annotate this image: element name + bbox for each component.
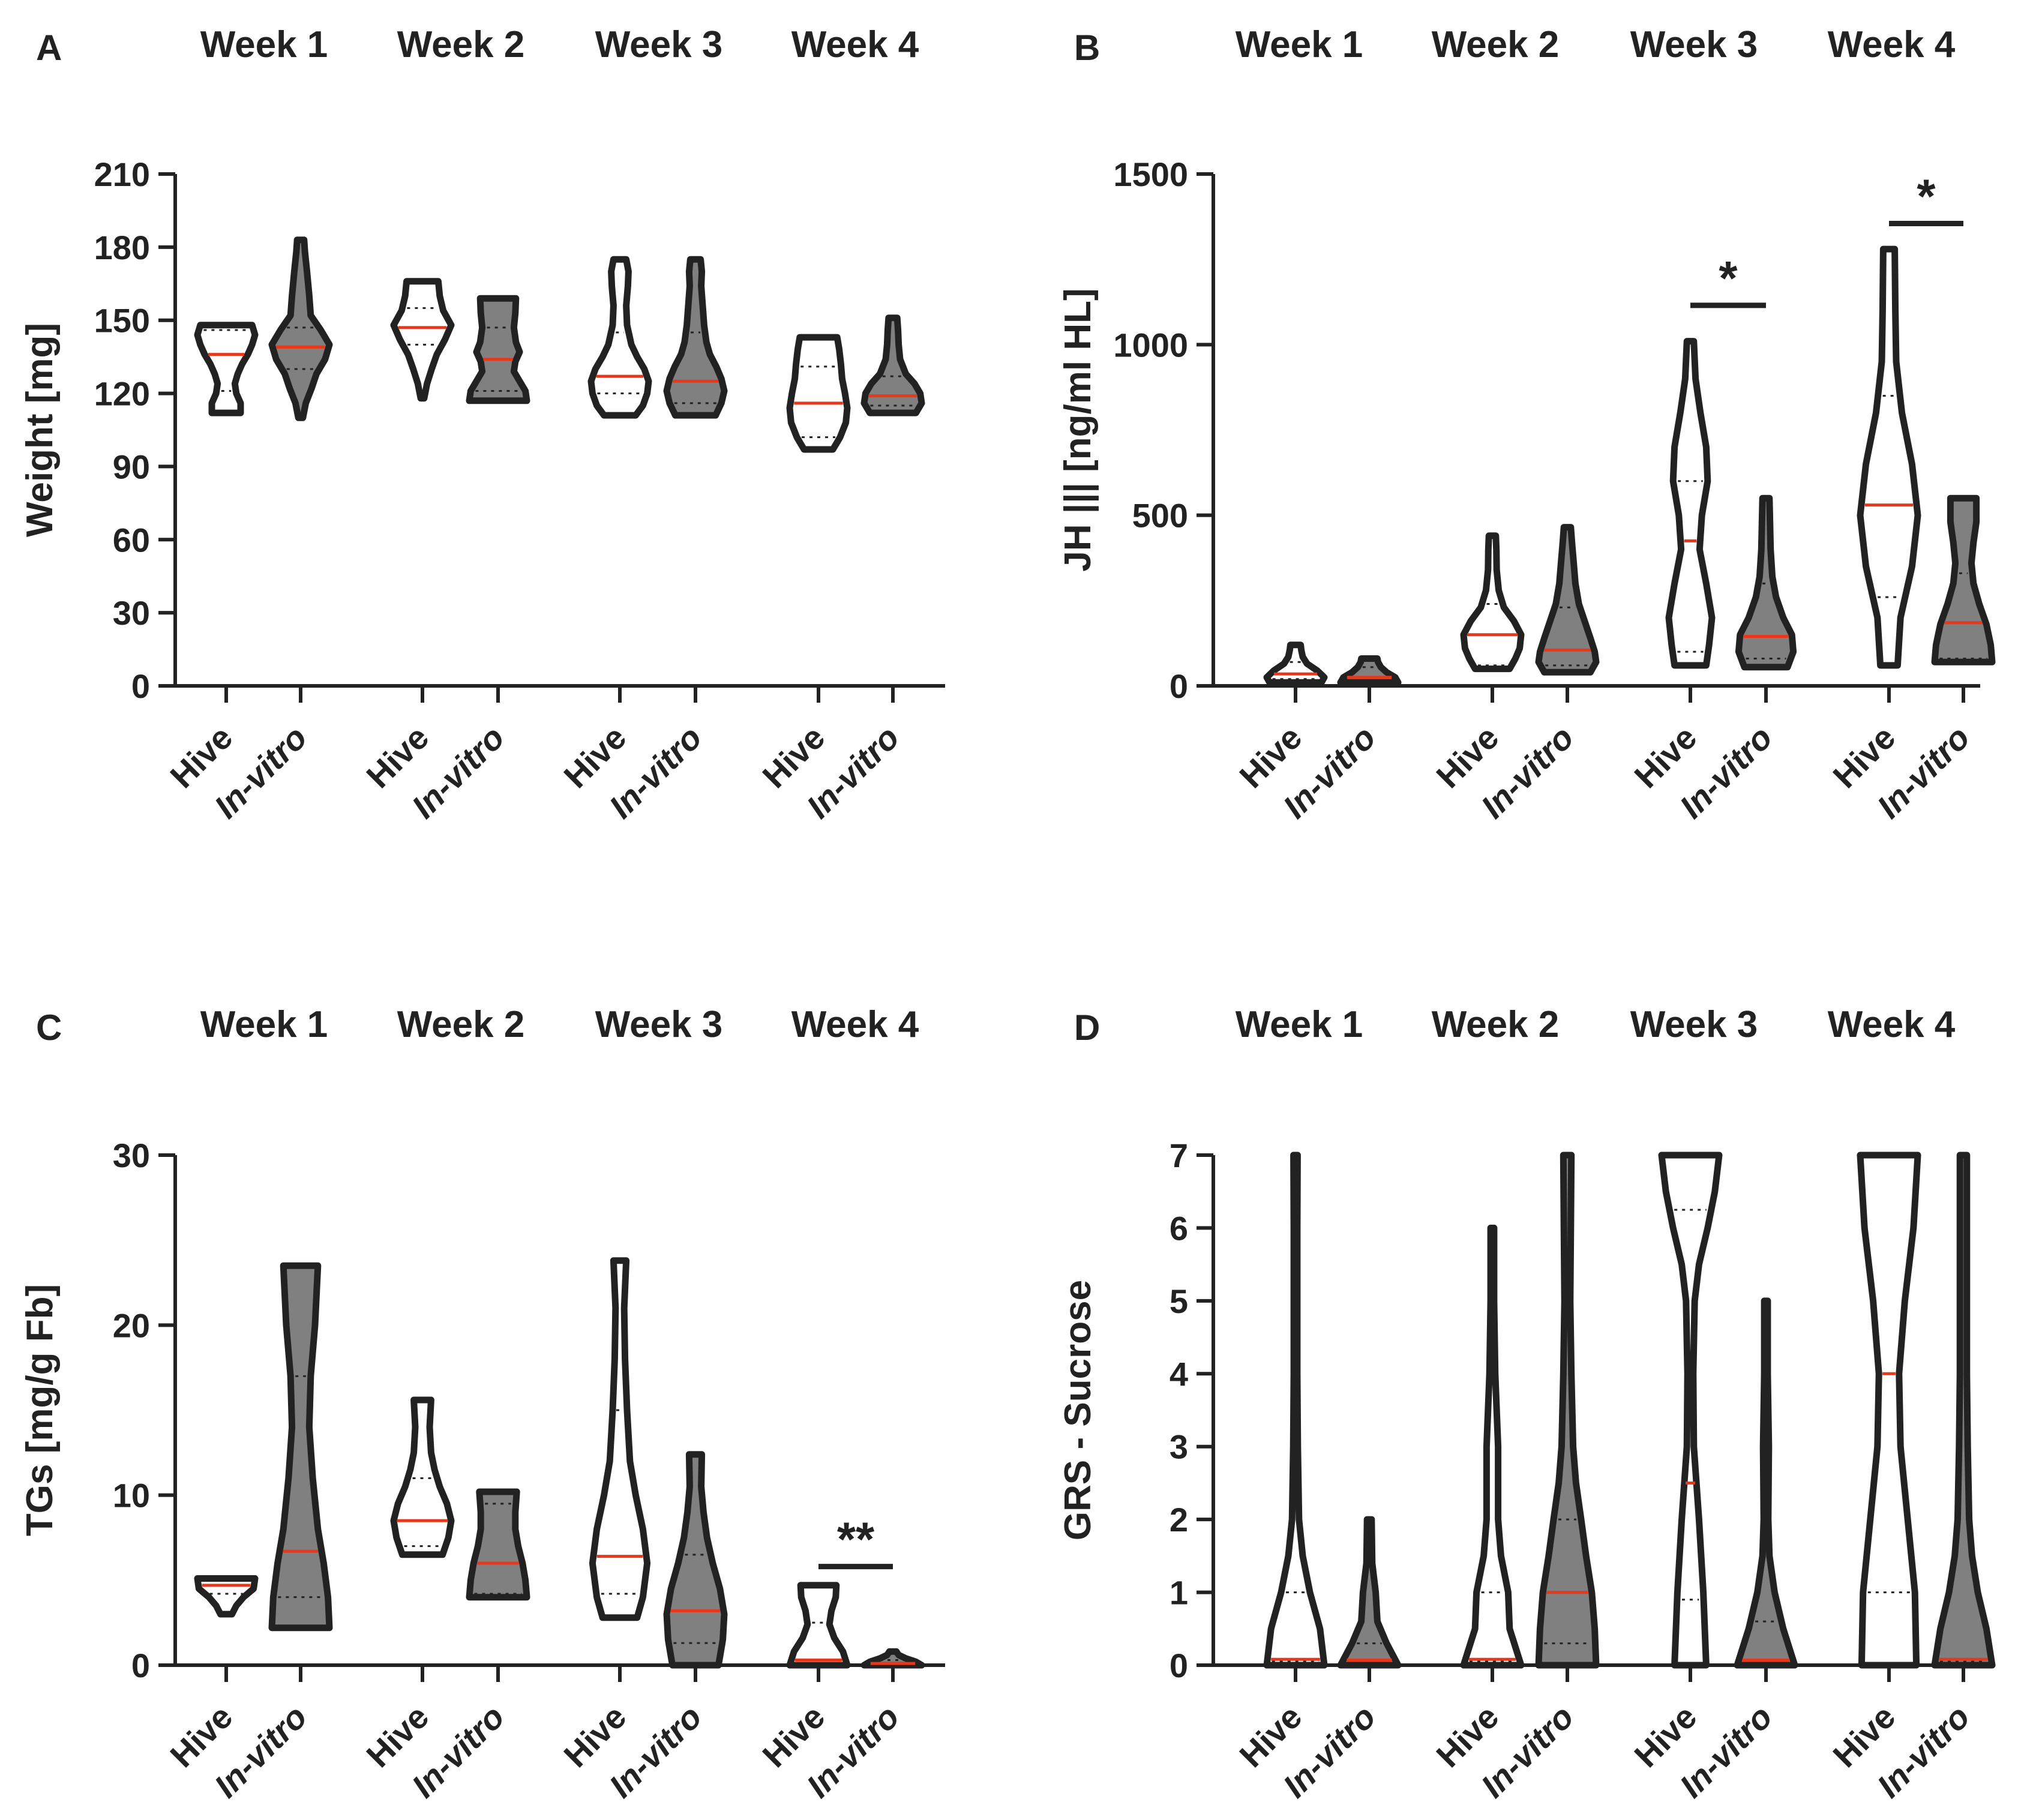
y-tick-label: 150 (94, 302, 150, 340)
y-axis-label: JH ||| [ng/ml HL] (1057, 288, 1099, 571)
violin-invitro (1535, 524, 1600, 676)
violin-hive (1263, 641, 1328, 686)
violin-invitro (1734, 1297, 1798, 1669)
y-tick-label: 10 (113, 1477, 150, 1515)
y-tick-label: 30 (113, 594, 150, 632)
panel-a: A Week 1 Week 2 Week 3 Week 4 0 30 60 90 120 150 18… (19, 24, 945, 826)
violin-hive (1857, 1152, 1921, 1669)
week-header: Week 2 (397, 24, 525, 65)
panel-letter: C (36, 1008, 62, 1048)
y-tick-label: 1000 (1113, 326, 1188, 364)
violin-invitro (663, 1451, 728, 1669)
violin-invitro (1535, 1152, 1600, 1669)
violin-hive (1460, 1224, 1525, 1669)
y-axis-label: GRS - Sucrose (1057, 1280, 1099, 1540)
y-tick-label: 0 (1170, 667, 1188, 705)
y-tick-label: 2 (1170, 1501, 1188, 1539)
violin-hive (1263, 1152, 1328, 1669)
y-tick-label: 0 (131, 667, 150, 705)
y-tick-label: 6 (1170, 1209, 1188, 1247)
week-header: Week 2 (1432, 1004, 1560, 1045)
violin-hive (587, 256, 652, 419)
violin-hive (786, 1582, 851, 1669)
y-tick-label: 1 (1170, 1574, 1188, 1612)
week-header: Week 3 (1630, 24, 1758, 65)
y-tick-label: 7 (1170, 1137, 1188, 1174)
y-tick-label: 500 (1132, 497, 1188, 535)
week-header: Week 2 (1432, 24, 1560, 65)
violin-hive (390, 278, 455, 402)
y-tick-label: 90 (113, 448, 150, 485)
violin-hive (194, 1575, 259, 1618)
y-tick-label: 3 (1170, 1428, 1188, 1466)
violin-hive (194, 322, 259, 416)
violin-hive (1460, 532, 1525, 673)
y-tick-label: 60 (113, 521, 150, 559)
violin-hive (1658, 1152, 1723, 1669)
violin-invitro (860, 1648, 925, 1669)
y-tick-label: 210 (94, 155, 150, 193)
violin-invitro (466, 1488, 530, 1601)
y-tick-label: 1500 (1113, 155, 1188, 193)
week-header: Week 3 (595, 24, 723, 65)
violin-invitro (268, 236, 333, 421)
panel-letter: D (1074, 1008, 1100, 1048)
y-tick-label: 0 (131, 1647, 150, 1684)
week-header: Week 1 (200, 1004, 328, 1045)
panel-b: B Week 1 Week 2 Week 3 Week 4 0 500 1000 1500 JH … (1057, 24, 1996, 826)
violin-hive (786, 334, 851, 453)
week-header: Week 1 (200, 24, 328, 65)
significance-label: ** (837, 1513, 875, 1566)
violin-invitro (1735, 494, 1797, 671)
y-tick-label: 20 (113, 1306, 150, 1344)
y-axis-label: TGs [mg/g Fb] (19, 1284, 61, 1536)
y-axis-label: Weight [mg] (19, 323, 61, 537)
violin-invitro (268, 1262, 333, 1632)
week-header: Week 1 (1236, 1004, 1363, 1045)
y-tick-label: 120 (94, 375, 150, 413)
y-tick-label: 180 (94, 229, 150, 266)
week-header: Week 4 (791, 1004, 919, 1045)
violin-invitro (1337, 1516, 1402, 1669)
violin-hive (1665, 338, 1716, 669)
y-tick-label: 5 (1170, 1282, 1188, 1320)
violin-invitro (1931, 494, 1996, 665)
panel-letter: A (36, 28, 62, 68)
week-header: Week 2 (397, 1004, 525, 1045)
panel-d: D Week 1 Week 2 Week 3 Week 4 0 1 2 3 4 5 6 7 GRS - S… (1057, 1004, 1996, 1805)
violin-hive (1857, 245, 1921, 669)
significance-label: * (1917, 169, 1936, 223)
week-header: Week 3 (595, 1004, 723, 1045)
week-header: Week 4 (791, 24, 919, 65)
violin-invitro (466, 295, 530, 404)
violin-invitro (1931, 1152, 1996, 1669)
y-tick-label: 4 (1170, 1355, 1188, 1393)
y-tick-label: 0 (1170, 1647, 1188, 1684)
violin-invitro (663, 256, 728, 419)
week-header: Week 4 (1828, 24, 1956, 65)
panel-c: C Week 1 Week 2 Week 3 Week 4 0 10 20 30 TGs [mg/… (19, 1004, 945, 1805)
week-header: Week 4 (1828, 1004, 1956, 1045)
violin-hive (589, 1257, 651, 1621)
week-header: Week 3 (1630, 1004, 1758, 1045)
violin-invitro (1337, 655, 1402, 686)
week-header: Week 1 (1236, 24, 1363, 65)
significance-label: * (1719, 251, 1738, 305)
panel-letter: B (1074, 28, 1100, 68)
violin-invitro (860, 314, 925, 416)
y-tick-label: 30 (113, 1137, 150, 1174)
